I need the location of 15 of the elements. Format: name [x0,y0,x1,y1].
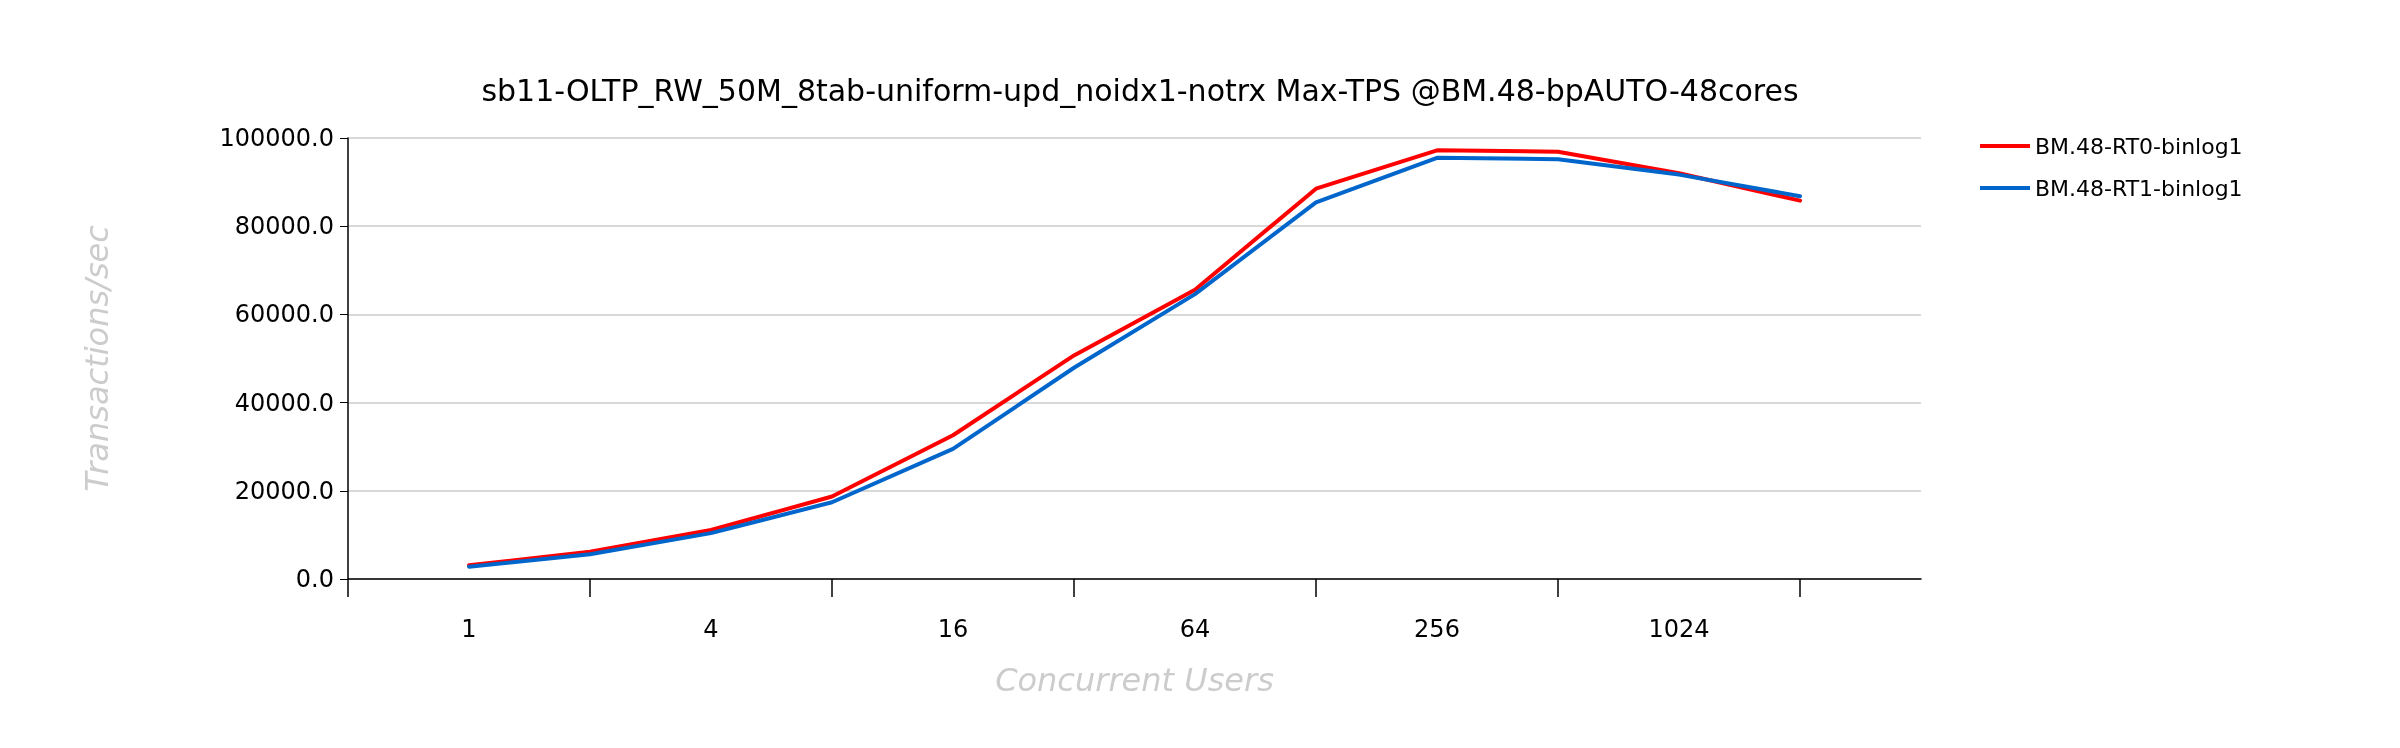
chart-title: sb11-OLTP_RW_50M_8tab-uniform-upd_noidx1-notrx Max-TPS @BM.48-bpAUTO-48cores [481,72,1799,108]
legend-label: BM.48-RT0-binlog1 [2035,133,2243,159]
y-tick-label: 20000.0 [234,476,334,505]
x-tick-label: 4 [703,615,719,643]
x-tick-label: 1 [461,615,477,643]
x-tick-label: 64 [1179,615,1211,643]
y-tick-label: 0.0 [295,565,334,593]
y-tick-label: 80000.0 [234,212,334,241]
x-tick-label: 1024 [1648,615,1710,643]
y-tick-label: 60000.0 [234,300,334,329]
x-tick-label: 256 [1414,615,1460,643]
x-tick-label: 16 [937,615,969,643]
y-tick-label: 100000.0 [219,124,334,152]
y-tick-label: 40000.0 [234,388,334,417]
legend-label: BM.48-RT1-binlog1 [2035,175,2243,201]
